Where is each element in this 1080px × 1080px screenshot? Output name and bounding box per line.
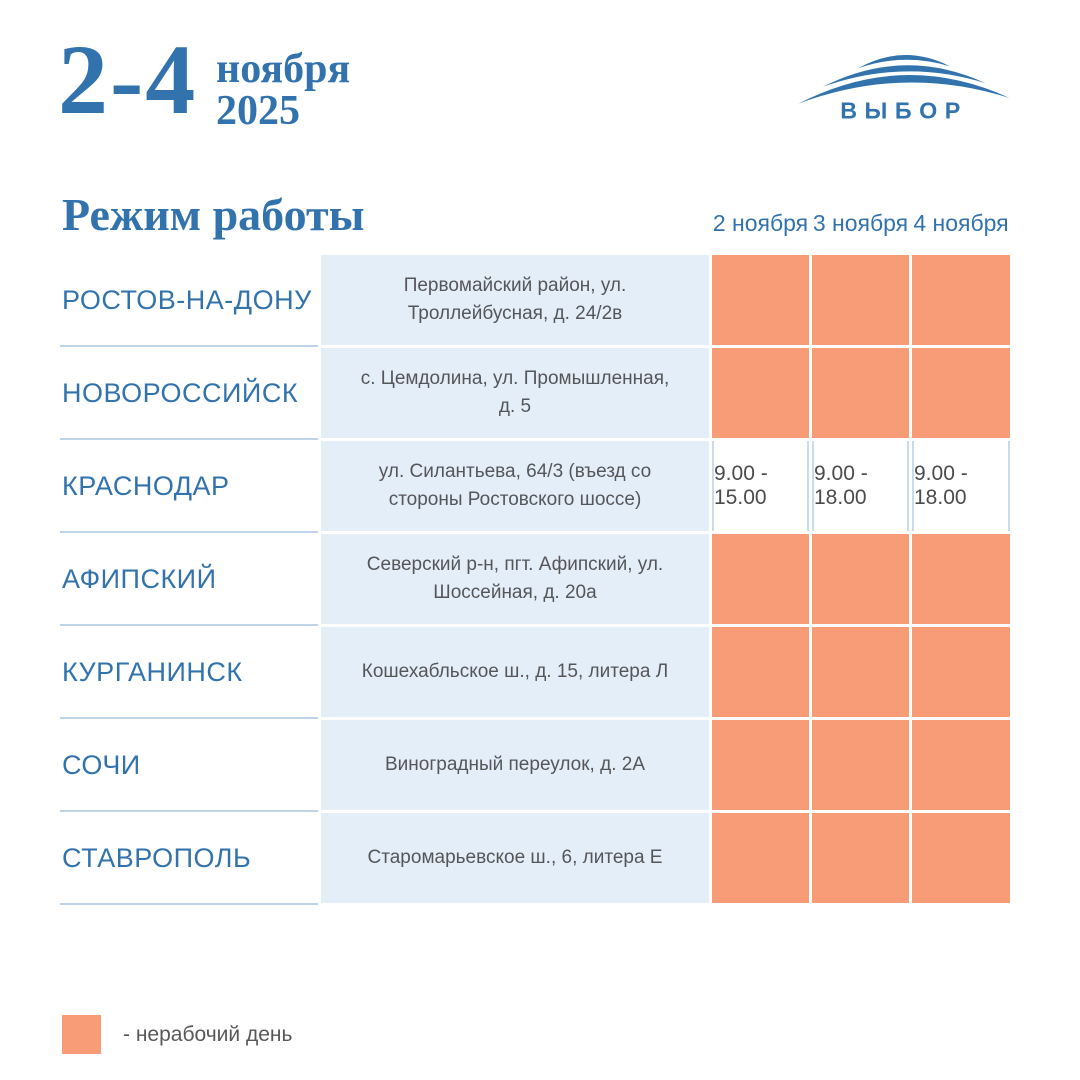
day-cell [712,348,809,438]
vybor-logo-icon: ВЫБОР [798,55,1010,124]
page-title: Режим работы [62,189,365,240]
column-header-day2: 3 ноября [812,210,909,236]
city-name: КУРГАНИНСК [60,627,318,719]
day-cell [812,255,909,345]
day-cell [912,813,1010,903]
date-range: 2-4 [58,24,198,135]
schedule-table: РОСТОВ-НА-ДОНУ Первомайский район, ул. Т… [60,255,1010,905]
day-cell: 9.00 - 18.00 [812,441,909,531]
day-cell [912,534,1010,624]
city-name: АФИПСКИЙ [60,534,318,626]
day-cell [812,627,909,717]
address: ул. Силантьева, 64/3 (въезд со стороны Р… [321,441,709,531]
city-name: НОВОРОССИЙСК [60,348,318,440]
day-cell [812,348,909,438]
day-cell [712,534,809,624]
day-cell: 9.00 - 18.00 [912,441,1010,531]
non-working-day-swatch [62,1015,101,1054]
column-header-day3: 4 ноября [913,210,1009,236]
address: Старомарьевское ш., 6, литера Е [321,813,709,903]
day-cell: 9.00 - 15.00 [712,441,809,531]
address: Кошехабльское ш., д. 15, литера Л [321,627,709,717]
day-cell [912,627,1010,717]
day-column-headers: 2 ноября 3 ноября 4 ноября [60,210,1010,237]
year-label: 2025 [216,88,300,134]
day-cell [812,813,909,903]
vybor-logo: ВЫБОР [793,42,1015,126]
day-cell [812,720,909,810]
day-cell [712,255,809,345]
day-cell [712,813,809,903]
address: Северский р-н, пгт. Афипский, ул. Шоссей… [321,534,709,624]
city-name: КРАСНОДАР [60,441,318,533]
day-cell [712,720,809,810]
city-name: РОСТОВ-НА-ДОНУ [60,255,318,347]
city-name: СОЧИ [60,720,318,812]
address: Первомайский район, ул. Троллейбусная, д… [321,255,709,345]
legend: - нерабочий день [62,1015,292,1054]
day-cell [912,720,1010,810]
day-cell [912,348,1010,438]
address: Виноградный переулок, д. 2А [321,720,709,810]
month-label: ноября [216,46,351,92]
date-month-year: ноября 2025 [216,48,350,132]
day-cell [712,627,809,717]
logo-text: ВЫБОР [840,98,968,124]
non-working-day-label: - нерабочий день [123,1022,293,1046]
city-name: СТАВРОПОЛЬ [60,813,318,905]
day-cell [912,255,1010,345]
column-header-day1: 2 ноября [712,210,809,236]
day-cell [812,534,909,624]
address: с. Цемдолина, ул. Промышленная, д. 5 [321,348,709,438]
